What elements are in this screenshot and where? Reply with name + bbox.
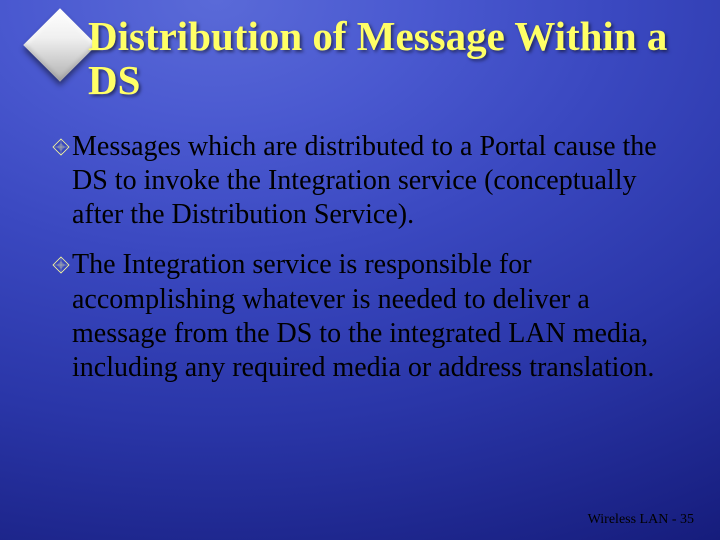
- bullet-item: The Integration service is responsible f…: [52, 248, 672, 385]
- bullet-item: Messages which are distributed to a Port…: [52, 130, 672, 232]
- diamond-shape: [23, 8, 97, 82]
- bullet-diamond-icon: [52, 138, 70, 156]
- slide-title: Distribution of Message Within a DS: [88, 14, 690, 103]
- slide-footer: Wireless LAN - 35: [588, 512, 694, 528]
- bullet-diamond-icon: [52, 256, 70, 274]
- slide-body: Messages which are distributed to a Port…: [52, 130, 672, 401]
- bullet-text: Messages which are distributed to a Port…: [72, 130, 672, 232]
- bullet-text: The Integration service is responsible f…: [72, 248, 672, 385]
